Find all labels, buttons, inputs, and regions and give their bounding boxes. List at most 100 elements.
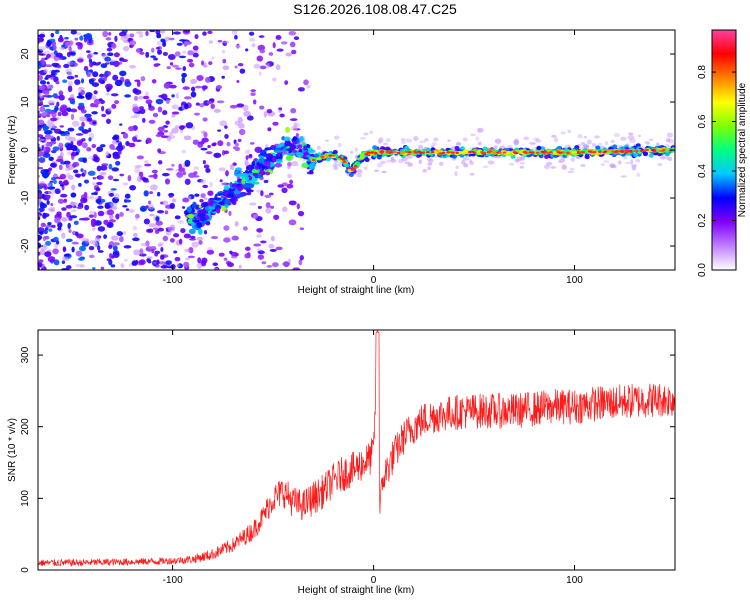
spectrogram-cell — [38, 119, 45, 126]
spectrogram-cell — [274, 149, 282, 153]
spectrogram-cell — [81, 142, 88, 149]
spectrogram-cell — [148, 223, 157, 228]
spectrogram-cell — [333, 135, 340, 140]
spectrogram-cell — [188, 246, 194, 254]
spectrogram-cell — [277, 153, 281, 157]
spectrogram-cell — [97, 61, 102, 65]
y-tick-label: 0 — [20, 567, 31, 573]
spectrogram-cell — [274, 162, 283, 168]
spectrogram-cell — [129, 184, 137, 191]
spectrogram-cell — [110, 147, 118, 151]
spectrogram-cell — [97, 250, 104, 253]
spectrogram-cell — [48, 167, 53, 172]
spectrogram-cell — [238, 264, 242, 269]
spectrogram-cells — [38, 30, 675, 270]
spectrogram-cell — [124, 81, 132, 87]
spectrogram-cell — [150, 47, 155, 53]
spectrogram-cell — [612, 144, 618, 149]
spectrogram-cell — [43, 68, 48, 74]
spectrogram-cell — [71, 120, 80, 127]
spectrogram-cell — [356, 173, 362, 178]
spectrogram-cell — [270, 205, 275, 209]
spectrogram-cell — [238, 193, 245, 198]
spectrogram-cell — [70, 184, 76, 191]
spectrogram-cell — [454, 145, 460, 151]
spectrogram-cell — [288, 200, 297, 206]
spectrogram-cell — [222, 65, 230, 71]
spectrogram-cell — [74, 37, 79, 41]
spectrogram-cell — [228, 210, 232, 217]
colorbar-scale — [711, 29, 737, 271]
spectrogram-cell — [140, 76, 146, 82]
spectrogram-cell — [584, 154, 590, 159]
spectrogram-cell — [297, 144, 303, 149]
spectrogram-cell — [145, 51, 150, 58]
snr-panel: -100 0 100 0 100 200 300 Height of straight li… — [7, 329, 676, 596]
spectrogram-cell — [44, 64, 53, 68]
spectrogram-cell — [88, 127, 92, 133]
spectrogram-cell — [47, 207, 52, 211]
spectrogram-cell — [75, 133, 84, 136]
spectrogram-cell — [105, 92, 110, 96]
spectrogram-cell — [424, 138, 429, 142]
spectrogram-cell — [155, 220, 163, 226]
spectrogram-cell — [253, 243, 262, 247]
spectrogram-cell — [451, 151, 455, 154]
spectrogram-cell — [197, 142, 204, 148]
spectrogram-cell — [199, 199, 204, 203]
spectrogram-cell — [461, 159, 466, 165]
spectrogram-cell — [257, 250, 265, 255]
spectrogram-cell — [591, 143, 597, 147]
spectrogram-cell — [627, 134, 635, 141]
spectrogram-cell — [38, 146, 41, 152]
spectrogram-cell — [545, 161, 553, 166]
spectrogram-cell — [192, 52, 199, 58]
spectrogram-cell — [427, 166, 431, 171]
spectrogram-cell — [204, 197, 208, 201]
spectrogram-cell — [110, 206, 118, 210]
spectrogram-cell — [309, 169, 314, 173]
spectrogram-cell — [218, 252, 225, 257]
spectrogram-cell — [138, 33, 144, 38]
spectrogram-cell — [99, 73, 104, 77]
spectrogram-cell — [82, 157, 87, 164]
spectrogram-cell — [112, 74, 119, 81]
spectrogram-cell — [50, 162, 57, 168]
spectrogram-cell — [148, 200, 152, 205]
spectrogram-cell — [63, 198, 68, 203]
y-tick-label: 10 — [20, 96, 31, 108]
spectrogram-cell — [112, 251, 120, 258]
spectrogram-cell — [243, 110, 251, 117]
spectrogram-cell — [272, 77, 277, 82]
spectrogram-cell — [130, 115, 138, 119]
spectrogram-cell — [66, 164, 75, 171]
spectrogram-cell — [292, 136, 298, 141]
spectrogram-cell — [245, 246, 251, 251]
spectrogram-cell — [112, 242, 120, 246]
spectrogram-cell — [290, 107, 297, 114]
spectrogram-cell — [182, 197, 190, 203]
spectrogram-cell — [38, 166, 44, 170]
spectrogram-cell — [251, 168, 258, 174]
spectrogram-cell — [44, 227, 49, 231]
spectrogram-cell — [396, 151, 401, 154]
spectrogram-cell — [196, 262, 203, 269]
spectrogram-cell — [108, 192, 115, 197]
spectrogram-cell — [234, 44, 242, 49]
spectrogram-cell — [446, 151, 450, 154]
spectrogram-cell — [405, 138, 413, 143]
spectrogram-cell — [254, 165, 260, 170]
spectrogram-cell — [231, 255, 238, 259]
spectrogram-cell — [106, 71, 112, 76]
spectrogram-cell — [60, 104, 68, 111]
spectrogram-cell — [248, 153, 253, 157]
spectrogram-cell — [108, 219, 116, 223]
spectrogram-cell — [196, 236, 204, 241]
spectrogram-cell — [110, 93, 119, 97]
spectrogram-cell — [184, 178, 191, 185]
spectrogram-cell — [119, 173, 124, 177]
spectrogram-cell — [56, 136, 60, 141]
spectrogram-cell — [119, 70, 127, 77]
spectrogram-cell — [45, 240, 52, 246]
spectrogram-cell — [258, 71, 262, 76]
